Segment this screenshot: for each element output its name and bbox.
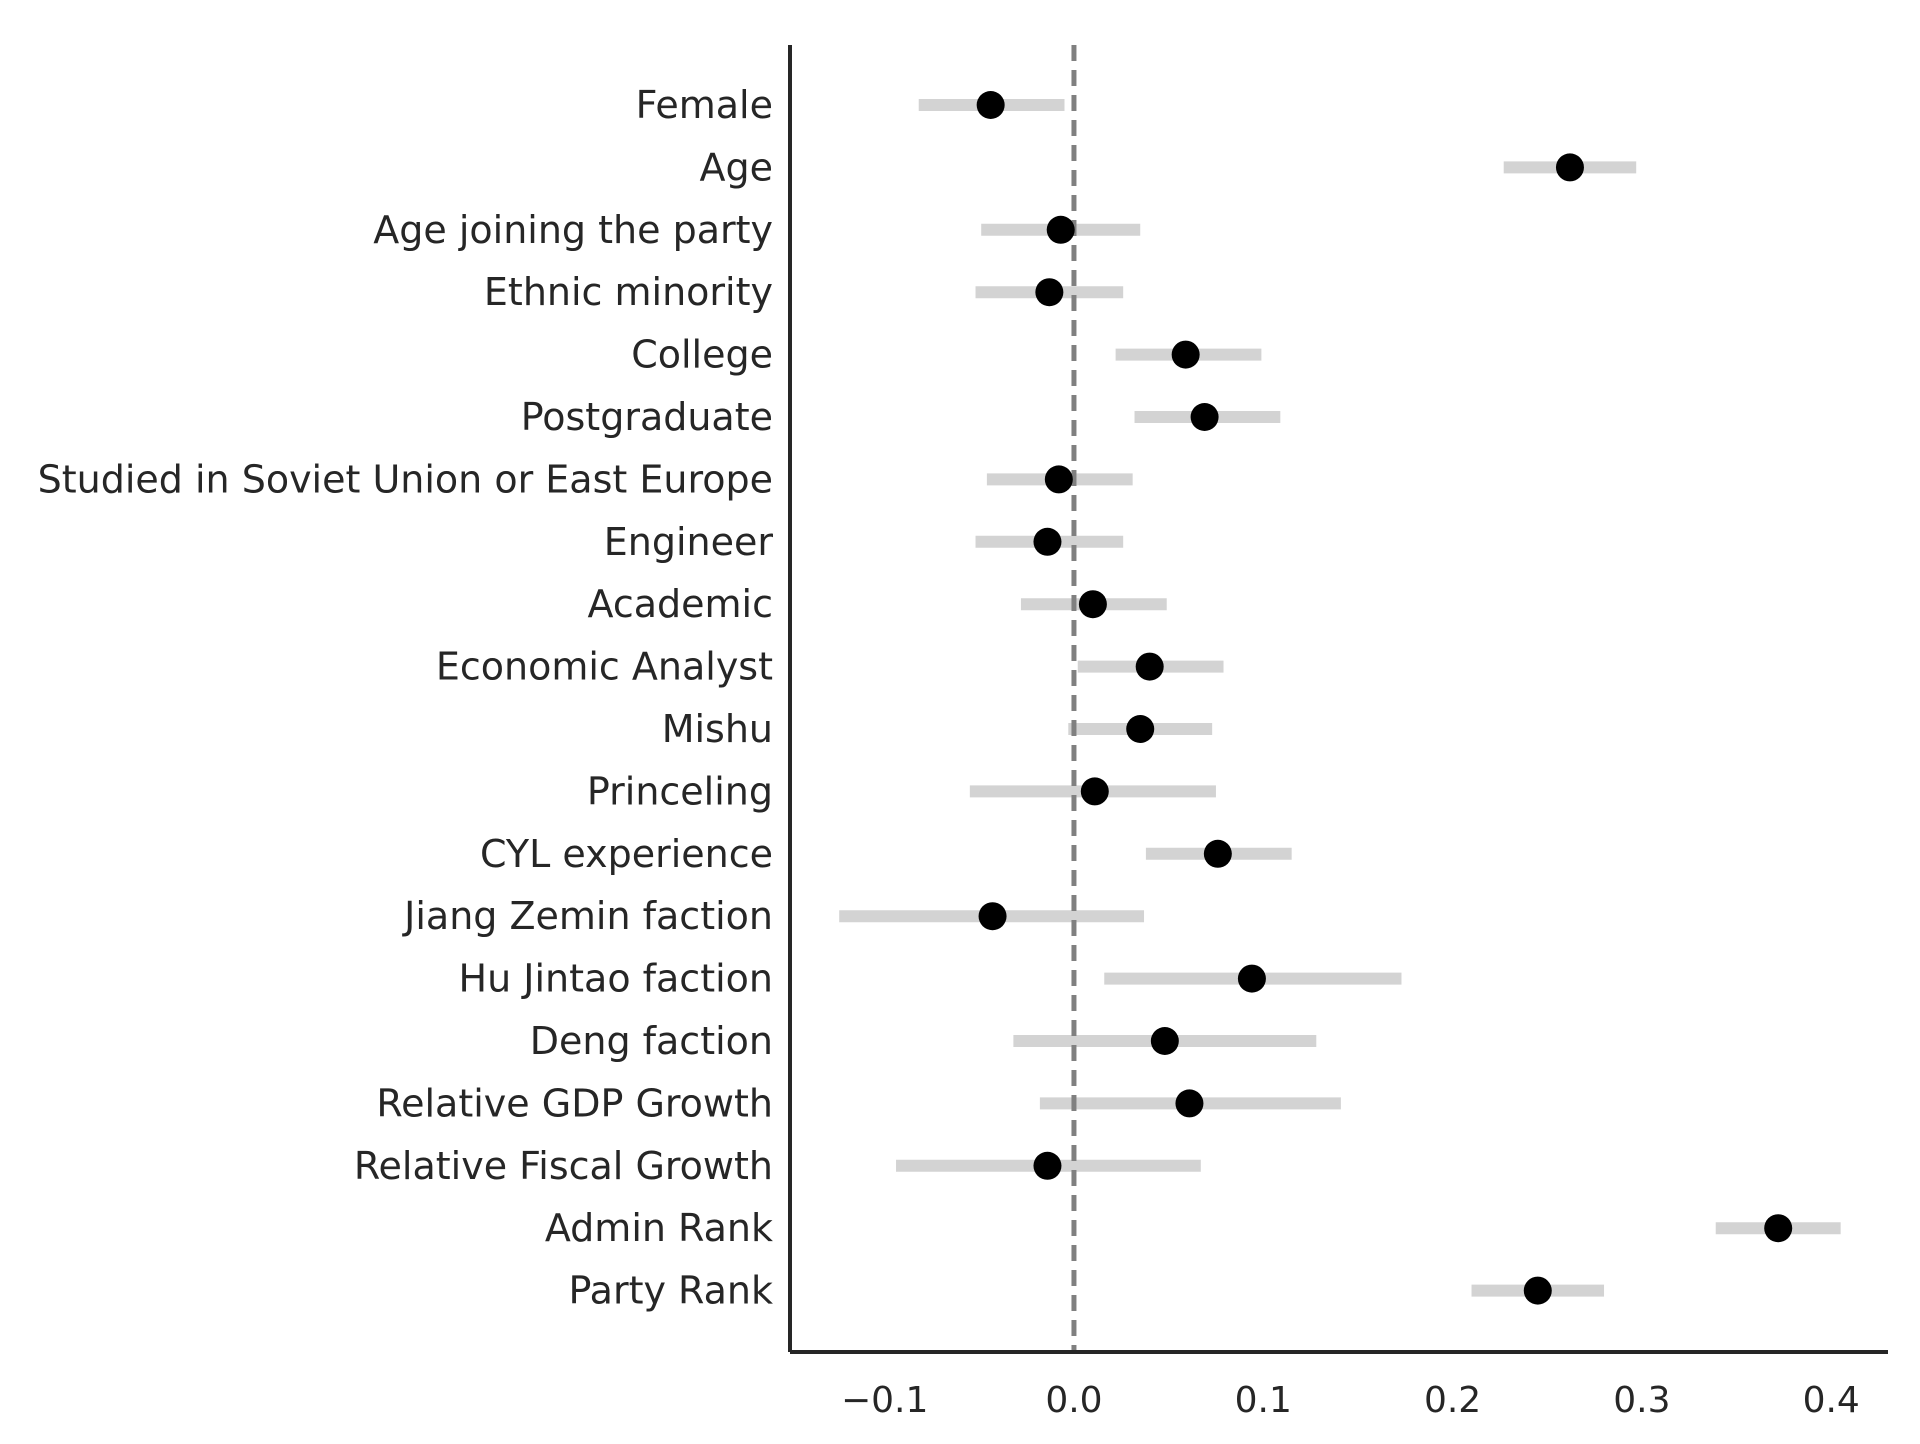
- point-relative-gdp-growth: [1175, 1089, 1204, 1118]
- point-female: [976, 91, 1005, 119]
- point-hu-jintao-faction: [1237, 964, 1266, 993]
- point-cyl-experience: [1203, 839, 1232, 868]
- category-label-age: Age: [700, 145, 774, 189]
- point-princeling: [1080, 777, 1109, 806]
- point-engineer: [1033, 527, 1062, 556]
- x-tick-label-1: 0.0: [1045, 1380, 1102, 1421]
- x-tick-label-0: −0.1: [841, 1380, 928, 1421]
- category-label-cyl-experience: CYL experience: [480, 832, 773, 876]
- category-label-college: College: [631, 333, 773, 377]
- point-studied-in-soviet-union-or-east-europe: [1044, 465, 1073, 494]
- category-label-engineer: Engineer: [604, 520, 774, 564]
- point-age: [1555, 153, 1584, 182]
- point-relative-fiscal-growth: [1033, 1151, 1062, 1180]
- point-age-joining-the-party: [1046, 215, 1075, 244]
- category-label-jiang-zemin-faction: Jiang Zemin faction: [402, 894, 773, 938]
- category-label-female: Female: [636, 83, 773, 127]
- category-label-hu-jintao-faction: Hu Jintao faction: [459, 957, 773, 1001]
- point-postgraduate: [1190, 403, 1219, 431]
- x-tick-label-2: 0.1: [1235, 1380, 1292, 1421]
- point-party-rank: [1523, 1276, 1552, 1305]
- x-axis-ticks: −0.1 0.0 0.1 0.2 0.3 0.4: [841, 1380, 1860, 1421]
- category-label-postgraduate: Postgraduate: [521, 395, 773, 439]
- category-label-deng-faction: Deng faction: [530, 1019, 773, 1063]
- category-label-academic: Academic: [588, 582, 773, 626]
- point-mishu: [1126, 715, 1155, 743]
- category-label-relative-gdp-growth: Relative GDP Growth: [376, 1081, 773, 1125]
- category-label-age-joining-the-party: Age joining the party: [373, 208, 773, 252]
- point-college: [1171, 340, 1200, 369]
- point-economic-analyst: [1135, 652, 1164, 681]
- category-label-party-rank: Party Rank: [568, 1269, 773, 1313]
- point-estimates: [976, 91, 1793, 1305]
- x-tick-label-3: 0.2: [1424, 1380, 1481, 1421]
- x-tick-label-5: 0.4: [1803, 1380, 1860, 1421]
- category-label-mishu: Mishu: [662, 707, 773, 751]
- x-tick-label-4: 0.3: [1613, 1380, 1670, 1421]
- category-label-admin-rank: Admin Rank: [545, 1206, 773, 1250]
- point-deng-faction: [1150, 1027, 1179, 1055]
- point-academic: [1078, 590, 1107, 619]
- point-admin-rank: [1764, 1214, 1793, 1243]
- category-label-economic-analyst: Economic Analyst: [436, 645, 773, 689]
- point-jiang-zemin-faction: [978, 902, 1007, 931]
- category-label-ethnic-minority: Ethnic minority: [484, 270, 773, 314]
- point-ethnic-minority: [1035, 278, 1064, 307]
- confidence-intervals: [839, 99, 1841, 1297]
- category-label-relative-fiscal-growth: Relative Fiscal Growth: [354, 1144, 773, 1188]
- category-labels: Female Age Age joining the party Ethnic min…: [38, 83, 774, 1313]
- category-label-studied-in-soviet-union-or-east-europe: Studied in Soviet Union or East Europe: [38, 457, 773, 501]
- category-label-princeling: Princeling: [587, 769, 773, 813]
